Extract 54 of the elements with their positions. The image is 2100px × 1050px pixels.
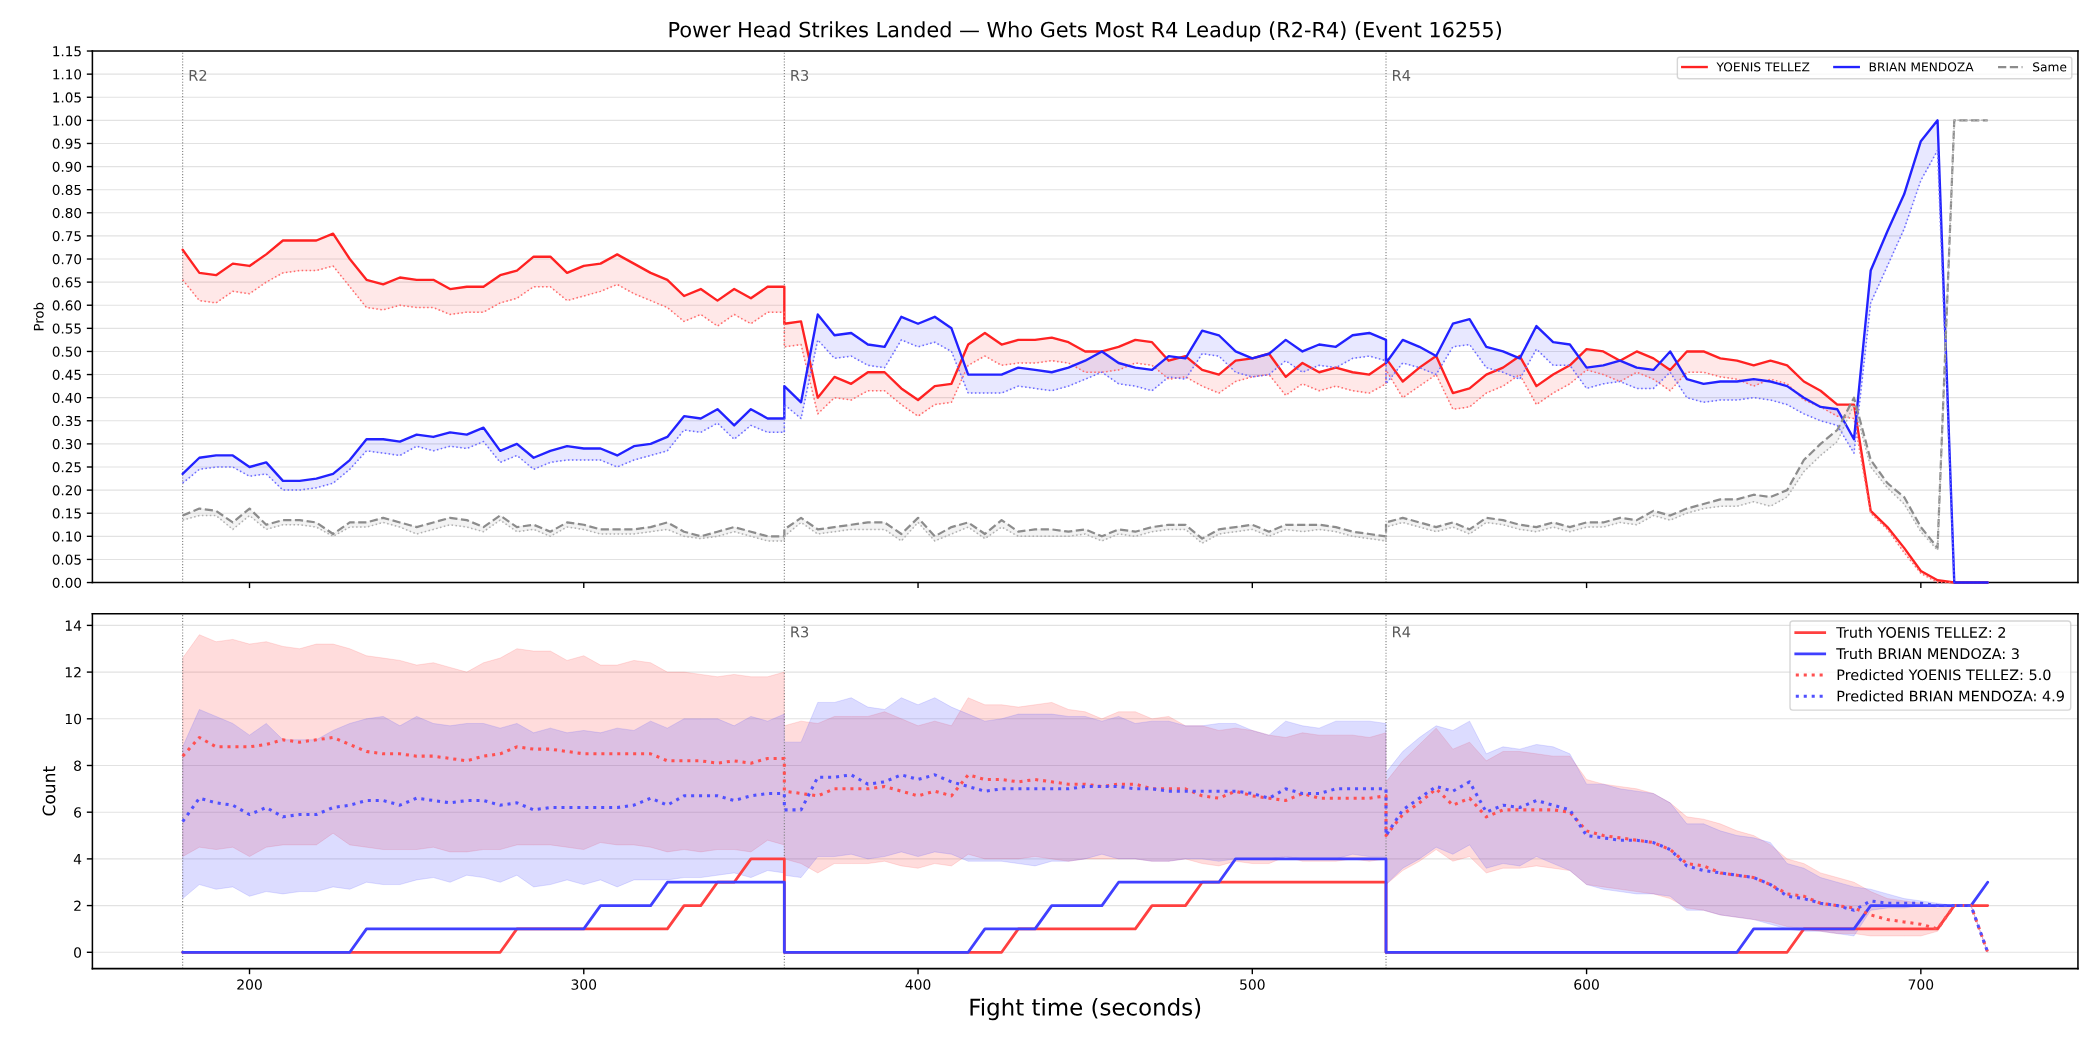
chart-title: Power Head Strikes Landed — Who Gets Most R4 Leadup (R2-R4) (Event 16255) [669,21,1502,42]
ref-line-label: R4 [1393,626,1411,638]
legend-label: Truth YOENIS TELLEZ: 2 [1836,626,2006,638]
x-tick-label: 500 [1240,979,1265,990]
y-tick-label: 4 [73,854,82,865]
y-tick-label: 1.10 [53,69,82,80]
y-tick-label: 0.00 [52,577,82,588]
x-tick-label: 700 [1908,979,1934,990]
legend-label: Same [2033,62,2067,72]
y-tick-label: 0.20 [52,485,82,496]
x-tick-label: 400 [905,979,931,990]
y-tick-label: 0.65 [52,277,81,288]
x-tick-label: 600 [1574,979,1599,990]
y-tick-label: 10 [65,713,82,725]
y-tick-label: 0.40 [52,392,82,403]
y-tick-label: 1.00 [53,115,82,126]
y-tick-label: 14 [65,620,82,631]
x-axis-title: Fight time (seconds) [970,998,1201,1021]
y-tick-label: 1.15 [53,46,81,57]
legend-label: Truth BRIAN MENDOZA: 3 [1836,647,2019,660]
y-tick-label: 0.15 [52,508,81,519]
y-tick-label: 0.95 [52,138,81,149]
y-tick-label: 0.55 [52,323,81,334]
y-tick-label: 0.90 [52,161,82,172]
y-tick-label: 0 [74,947,82,958]
y-tick-label: 12 [65,667,81,678]
y-tick-label: 0.35 [52,415,81,427]
y-tick-label: 0.25 [52,462,81,473]
legend-label: Predicted YOENIS TELLEZ: 5.0 [1837,669,2051,681]
legend-label: Predicted BRIAN MENDOZA: 4.9 [1837,690,2064,702]
y-tick-label: 0.80 [52,207,82,219]
y-tick-label: 0.45 [52,369,81,380]
legend-label: BRIAN MENDOZA [1869,62,1974,72]
y-tick-label: 2 [74,900,81,911]
ref-line-label: R3 [791,626,809,638]
y-axis-title: Count [42,766,56,816]
ref-line-label: R3 [791,69,809,81]
x-tick-label: 200 [237,979,262,990]
y-tick-label: 0.70 [52,254,82,265]
y-tick-label: 0.50 [52,346,82,357]
y-tick-label: 0.85 [52,184,81,196]
y-tick-label: 6 [74,807,82,818]
legend-label: YOENIS TELLEZ [1716,62,1810,72]
y-tick-label: 0.10 [52,531,82,542]
y-tick-label: 0.75 [52,231,81,242]
ref-line-label: R4 [1393,70,1411,81]
y-axis-title: Prob [33,302,44,331]
y-tick-label: 0.60 [52,300,82,311]
ref-line-label: R2 [189,69,207,81]
y-tick-label: 8 [74,760,82,771]
x-tick-label: 300 [571,979,597,990]
y-tick-label: 0.05 [52,554,81,565]
y-tick-label: 1.05 [53,92,81,103]
y-tick-label: 0.30 [52,438,82,450]
